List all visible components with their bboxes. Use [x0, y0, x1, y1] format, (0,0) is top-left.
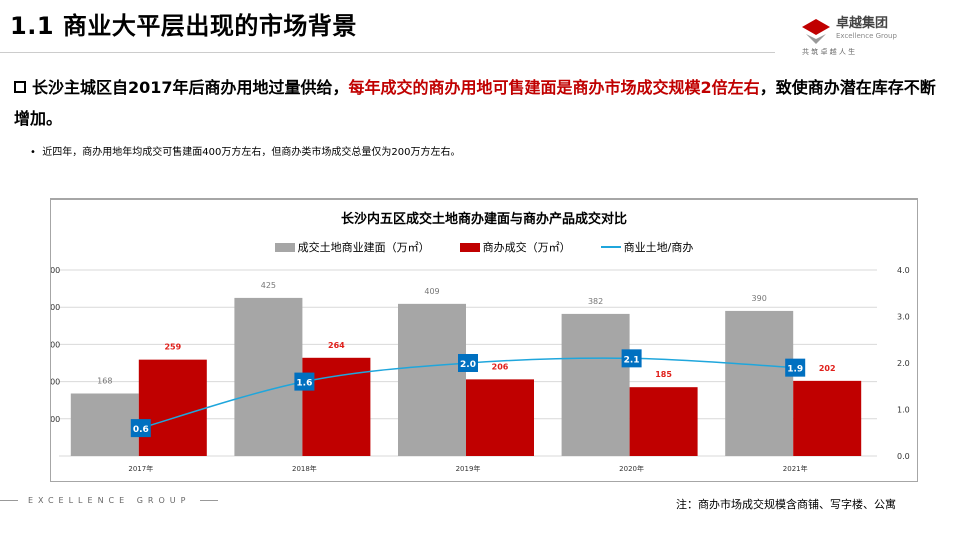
bar-land	[725, 310, 794, 456]
legend-land: 成交土地商业建面（万㎡）	[274, 239, 430, 255]
x-tick-label: 2021年	[783, 464, 808, 473]
chart-panel: 长沙内五区成交土地商办建面与商办产品成交对比 成交土地商业建面（万㎡） 商办成交…	[50, 198, 918, 482]
y2-tick-label: 3.0	[897, 313, 910, 322]
ratio-marker	[621, 349, 642, 368]
y-tick-label: 100	[51, 415, 60, 424]
sub-bullet-text: 近四年，商办用地年均成交可售建面400万方左右，但商办类市场成交总量仅为200万…	[42, 147, 461, 158]
bar-sales	[466, 379, 534, 456]
footer-brand: EXCELLENCE GROUP	[0, 496, 219, 505]
ratio-label: 1.9	[787, 365, 803, 375]
ratio-marker	[458, 354, 478, 372]
bar-sales-label: 206	[492, 362, 509, 371]
logo-slogan: 共 筑 卓 越 人 生	[802, 47, 855, 56]
logo-en: Excellence Group	[836, 32, 897, 40]
y-tick-label: 300	[51, 340, 60, 349]
ratio-label: 0.6	[133, 425, 149, 435]
logo-cn: 卓越集团	[836, 15, 888, 31]
footnote: 注：商办市场成交规模含商铺、写字楼、公寓	[676, 498, 896, 511]
square-bullet-icon	[14, 81, 26, 93]
chart-legend: 成交土地商业建面（万㎡） 商办成交（万㎡） 商业土地/商办	[51, 239, 917, 255]
bar-sales	[629, 387, 698, 456]
bar-sales	[793, 380, 862, 456]
main-bullet-highlight: 每年成交的商办用地可售建面是商办市场成交规模2倍左右	[348, 78, 760, 97]
main-bullet-text: 长沙主城区自2017年后商办用地过量供给，	[32, 78, 349, 97]
legend-ratio: 商业土地/商办	[600, 239, 693, 255]
bar-land-label: 390	[752, 294, 767, 303]
legend-sales: 商办成交（万㎡）	[459, 239, 571, 255]
sub-bullet: • 近四年，商办用地年均成交可售建面400万方左右，但商办类市场成交总量仅为20…	[30, 147, 461, 158]
y2-tick-label: 2.0	[897, 359, 910, 368]
bar-land	[398, 303, 466, 456]
x-tick-label: 2017年	[128, 464, 153, 473]
bar-sales-label: 264	[328, 341, 345, 350]
main-bullet-text-end: ，致使商办潜在库存不断增加。	[14, 78, 936, 128]
page-title: 1.1 商业大平层出现的市场背景	[10, 12, 357, 40]
bar-land-label: 168	[97, 377, 112, 386]
x-tick-label: 2018年	[292, 464, 317, 473]
company-logo: 卓越集团 Excellence Group 共 筑 卓 越 人 生	[800, 10, 950, 60]
chart-svg: 01002003004005000.01.02.03.04.0168259201…	[51, 266, 910, 473]
chart-title: 长沙内五区成交土地商办建面与商办产品成交对比	[340, 212, 627, 227]
y-tick-label: 400	[51, 303, 60, 312]
bar-sales-label: 202	[819, 364, 836, 373]
y-tick-label: 500	[51, 266, 60, 275]
bar-land-label: 409	[424, 287, 439, 296]
ratio-marker	[785, 358, 806, 377]
ratio-label: 2.0	[460, 360, 476, 370]
x-tick-label: 2019年	[456, 464, 481, 473]
ratio-marker	[130, 419, 151, 438]
y-tick-label: 200	[51, 378, 60, 387]
logo-mark-icon: 卓越集团 Excellence Group 共 筑 卓 越 人 生	[802, 15, 897, 56]
bar-land-label: 425	[261, 281, 276, 290]
bar-sales-label: 259	[164, 343, 181, 352]
divider	[0, 52, 775, 53]
y2-tick-label: 4.0	[897, 266, 910, 275]
main-bullet: 长沙主城区自2017年后商办用地过量供给，每年成交的商办用地可售建面是商办市场成…	[14, 72, 944, 134]
bar-sales-label: 185	[655, 370, 672, 379]
bar-land-label: 382	[588, 297, 603, 306]
bar-land	[234, 297, 303, 456]
y2-tick-label: 1.0	[897, 406, 910, 415]
ratio-label: 2.1	[624, 355, 640, 365]
ratio-label: 1.6	[296, 379, 312, 389]
y2-tick-label: 0.0	[897, 452, 910, 461]
bar-land	[561, 313, 630, 456]
x-tick-label: 2020年	[619, 464, 644, 473]
ratio-marker	[294, 372, 315, 391]
bar-land	[70, 393, 139, 456]
bar-sales	[138, 359, 207, 456]
